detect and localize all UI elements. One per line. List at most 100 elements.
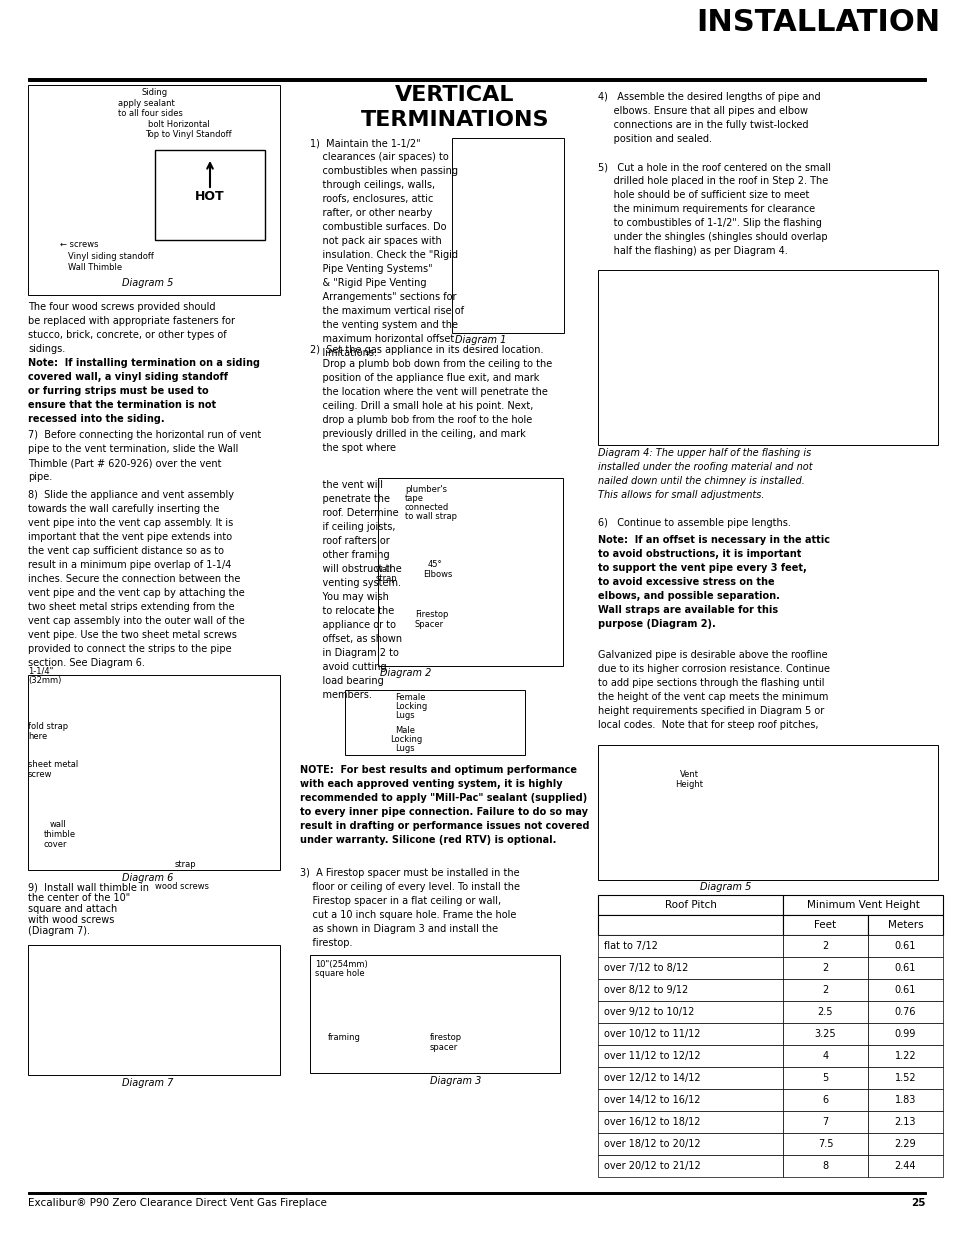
Bar <box>598 1112 782 1132</box>
Bar <box>867 1132 942 1155</box>
Text: 2)  Set the gas appliance in its desired location.
    Drop a plumb bob down fro: 2) Set the gas appliance in its desired … <box>310 345 552 453</box>
Text: Diagram 6: Diagram 6 <box>122 873 173 883</box>
Text: Diagram 3: Diagram 3 <box>430 1076 481 1086</box>
Text: Diagram 7: Diagram 7 <box>122 1078 173 1088</box>
Bar <box>782 1155 867 1177</box>
Bar <box>28 945 280 1074</box>
Text: wall: wall <box>375 564 393 574</box>
Text: over 11/12 to 12/12: over 11/12 to 12/12 <box>603 1051 700 1061</box>
Bar <box>598 270 937 445</box>
Text: Diagram 4: The upper half of the flashing is
installed under the roofing materia: Diagram 4: The upper half of the flashin… <box>598 448 812 500</box>
Text: 2.29: 2.29 <box>894 1139 915 1149</box>
Text: over 9/12 to 10/12: over 9/12 to 10/12 <box>603 1007 694 1016</box>
Bar <box>867 1045 942 1067</box>
Text: over 16/12 to 18/12: over 16/12 to 18/12 <box>603 1116 700 1128</box>
Bar <box>782 1112 867 1132</box>
Bar <box>867 1002 942 1023</box>
Bar <box>867 1155 942 1177</box>
Text: Height: Height <box>675 781 702 789</box>
Text: Female: Female <box>395 693 425 701</box>
Text: 45°: 45° <box>428 559 442 569</box>
Text: Galvanized pipe is desirable above the roofline
due to its higher corrosion resi: Galvanized pipe is desirable above the r… <box>598 650 829 730</box>
Text: 0.99: 0.99 <box>894 1029 915 1039</box>
Text: Diagram 5: Diagram 5 <box>700 882 751 892</box>
Text: 1-1/4": 1-1/4" <box>28 666 53 676</box>
Text: NOTE:  For best results and optimum performance
with each approved venting syste: NOTE: For best results and optimum perfo… <box>299 764 589 845</box>
Bar <box>598 1155 782 1177</box>
Text: over 14/12 to 16/12: over 14/12 to 16/12 <box>603 1095 700 1105</box>
Bar <box>782 957 867 979</box>
Bar <box>867 915 942 935</box>
Text: to all four sides: to all four sides <box>118 109 183 119</box>
Text: firestop: firestop <box>430 1032 461 1042</box>
Text: Diagram 1: Diagram 1 <box>455 335 506 345</box>
Bar <box>867 1067 942 1089</box>
Text: 7: 7 <box>821 1116 828 1128</box>
Bar <box>782 979 867 1002</box>
Bar <box>782 1023 867 1045</box>
Text: over 20/12 to 21/12: over 20/12 to 21/12 <box>603 1161 700 1171</box>
Text: Lugs: Lugs <box>395 743 415 753</box>
Text: 0.76: 0.76 <box>894 1007 915 1016</box>
Bar <box>598 1089 782 1112</box>
Bar <box>598 1067 782 1089</box>
Text: 2.13: 2.13 <box>894 1116 915 1128</box>
Text: HOT: HOT <box>195 190 225 204</box>
Text: 5: 5 <box>821 1073 828 1083</box>
Bar <box>154 149 265 240</box>
Bar <box>782 1045 867 1067</box>
Text: over 8/12 to 9/12: over 8/12 to 9/12 <box>603 986 687 995</box>
Bar <box>377 478 562 666</box>
Text: 5)   Cut a hole in the roof centered on the small
     drilled hole placed in th: 5) Cut a hole in the roof centered on th… <box>598 162 830 256</box>
Text: (Diagram 7).: (Diagram 7). <box>28 926 90 936</box>
Bar <box>598 895 782 915</box>
Text: 0.61: 0.61 <box>894 941 915 951</box>
Bar <box>598 1045 782 1067</box>
Bar <box>867 1089 942 1112</box>
Text: wood screws: wood screws <box>154 882 209 890</box>
Text: fold strap: fold strap <box>28 722 68 731</box>
Text: Meters: Meters <box>886 920 923 930</box>
Text: VERTICAL: VERTICAL <box>395 85 515 105</box>
Text: 2: 2 <box>821 986 828 995</box>
Bar <box>782 1067 867 1089</box>
Text: 0.61: 0.61 <box>894 986 915 995</box>
Bar <box>867 957 942 979</box>
Text: Spacer: Spacer <box>415 620 444 629</box>
Text: here: here <box>28 732 48 741</box>
Text: 8)  Slide the appliance and vent assembly
towards the wall carefully inserting t: 8) Slide the appliance and vent assembly… <box>28 490 245 668</box>
Text: Lugs: Lugs <box>395 711 415 720</box>
Text: The four wood screws provided should
be replaced with appropriate fasteners for
: The four wood screws provided should be … <box>28 303 234 354</box>
Text: 0.61: 0.61 <box>894 963 915 973</box>
Bar <box>345 690 524 755</box>
Text: Siding: Siding <box>142 88 168 98</box>
Text: cover: cover <box>44 840 68 848</box>
Text: Firestop: Firestop <box>415 610 448 619</box>
Text: square and attach: square and attach <box>28 904 117 914</box>
Bar <box>598 979 782 1002</box>
Bar <box>782 915 867 935</box>
Text: strap: strap <box>174 860 196 869</box>
Text: apply sealant: apply sealant <box>118 99 174 107</box>
Text: square hole: square hole <box>314 969 364 978</box>
Text: Note:  If installing termination on a siding
covered wall, a vinyl siding stando: Note: If installing termination on a sid… <box>28 358 260 424</box>
Bar <box>310 955 559 1073</box>
Text: 1.83: 1.83 <box>894 1095 915 1105</box>
Text: the center of the 10": the center of the 10" <box>28 893 131 903</box>
Text: strap: strap <box>375 574 397 583</box>
Bar <box>782 1132 867 1155</box>
Text: 6: 6 <box>821 1095 828 1105</box>
Text: 2.44: 2.44 <box>894 1161 915 1171</box>
Text: over 18/12 to 20/12: over 18/12 to 20/12 <box>603 1139 700 1149</box>
Bar <box>28 85 280 295</box>
Bar <box>28 676 280 869</box>
Text: over 10/12 to 11/12: over 10/12 to 11/12 <box>603 1029 700 1039</box>
Text: Roof Pitch: Roof Pitch <box>664 900 716 910</box>
Text: Diagram 2: Diagram 2 <box>379 668 431 678</box>
Text: 9)  Install wall thimble in: 9) Install wall thimble in <box>28 882 149 892</box>
Text: the vent will
    penetrate the
    roof. Determine
    if ceiling joists,
    r: the vent will penetrate the roof. Determ… <box>310 480 402 700</box>
Text: TERMINATIONS: TERMINATIONS <box>360 110 549 130</box>
Text: over 7/12 to 8/12: over 7/12 to 8/12 <box>603 963 688 973</box>
Text: 10"(254mm): 10"(254mm) <box>314 960 367 969</box>
Bar <box>28 1192 925 1194</box>
